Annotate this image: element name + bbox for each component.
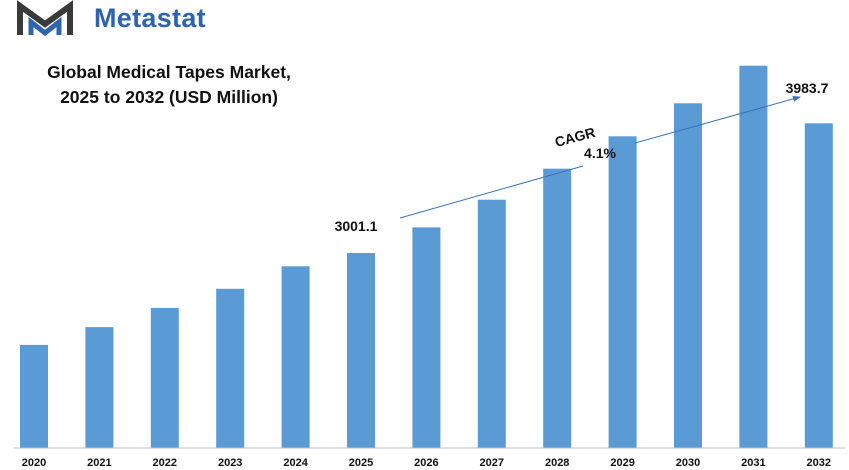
bar-2027 — [477, 199, 506, 448]
metastat-logo-icon — [17, 0, 73, 37]
bar-2026 — [412, 227, 441, 448]
bar-2030 — [674, 103, 702, 449]
start-value-label: 3001.1 — [335, 218, 378, 234]
cagr-value: 4.1% — [584, 145, 616, 161]
bar-2024 — [281, 266, 310, 448]
brand-name: Metastat — [94, 3, 206, 33]
x-tick-label-2024: 2024 — [283, 457, 308, 469]
chart-title: Global Medical Tapes Market, 2025 to 203… — [14, 60, 324, 110]
bar-2029 — [608, 136, 637, 449]
brand-logo: Metastat — [14, 0, 274, 40]
bar-2032 — [804, 123, 833, 449]
bar-2023 — [216, 288, 245, 448]
x-tick-label-2022: 2022 — [153, 457, 177, 469]
chart-title-line-2: 2025 to 2032 (USD Million) — [60, 87, 278, 107]
cagr-arrow-segment-2 — [634, 95, 801, 144]
x-tick-label-2030: 2030 — [676, 457, 700, 469]
x-tick-labels: 2020 2021 2022 2023 2024 2025 2026 2027 2028 2029… — [22, 457, 831, 469]
bar-2028 — [543, 168, 572, 448]
bar-2022 — [150, 307, 179, 448]
x-tick-label-2021: 2021 — [87, 457, 111, 469]
x-tick-label-2028: 2028 — [545, 457, 569, 469]
bar-2021 — [85, 327, 114, 448]
x-tick-label-2032: 2032 — [807, 457, 831, 469]
bars-group — [20, 65, 833, 449]
x-tick-label-2026: 2026 — [414, 457, 438, 469]
x-tick-label-2023: 2023 — [218, 457, 242, 469]
bar-2020 — [20, 344, 48, 448]
x-tick-label-2029: 2029 — [610, 457, 634, 469]
x-tick-label-2031: 2031 — [741, 457, 765, 469]
chart-title-line-1: Global Medical Tapes Market, — [47, 62, 291, 82]
end-value-label: 3983.7 — [786, 80, 829, 96]
cagr-arrow-segment-1 — [399, 165, 584, 219]
x-tick-label-2020: 2020 — [22, 457, 46, 469]
bar-2031 — [739, 65, 768, 448]
x-tick-label-2027: 2027 — [480, 457, 504, 469]
x-tick-label-2025: 2025 — [349, 457, 373, 469]
bar-2025 — [347, 253, 375, 448]
